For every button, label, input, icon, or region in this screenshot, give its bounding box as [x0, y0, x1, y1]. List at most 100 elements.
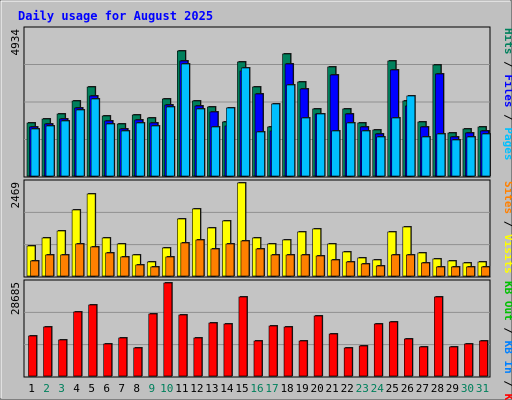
bar-pages-day-26	[406, 95, 416, 177]
bar-pages-day-7	[120, 130, 131, 177]
bar-kbf-day-8-body	[133, 347, 143, 377]
bar-sites-day-28-body	[436, 266, 445, 277]
bar-pages-day-16-body	[256, 131, 265, 177]
panel-middle: 2469 Sites / Visits	[9, 179, 512, 278]
bar-pages-day-14	[226, 107, 236, 177]
bar-pages-day-26-body	[406, 95, 416, 177]
x-tick-label-day-31: 31	[476, 382, 489, 395]
x-tick-label-day-21: 21	[326, 382, 339, 395]
bar-pages-day-20	[316, 113, 326, 177]
bar-pages-day-30	[466, 136, 476, 177]
legend-entry: Sites	[502, 181, 512, 214]
bar-kbf-day-9-body	[148, 313, 158, 377]
bar-pages-day-2-body	[45, 125, 55, 177]
bar-pages-day-15-body	[241, 67, 250, 177]
bar-kbf-day-4-body	[73, 311, 82, 377]
x-axis-day-labels: 1 2 3 4 5 6 7 8 9 10 11 12 13 14 15 16 17 18 19 20 21 22 23 24 2…	[28, 382, 489, 395]
bar-kbf-day-26-body	[404, 338, 413, 377]
bar-pages-day-21	[331, 130, 341, 177]
bar-sites-day-20	[315, 255, 326, 277]
bar-sites-day-17-body	[270, 254, 280, 277]
bar-sites-day-9	[150, 266, 160, 277]
bar-sites-day-21-body	[330, 259, 340, 277]
bar-pages-day-9	[150, 125, 161, 177]
bar-kbf-day-1-body	[28, 335, 37, 377]
bar-kbf-day-20-body	[313, 315, 323, 377]
bar-pages-day-12-body	[196, 108, 205, 177]
bar-kbf-day-25-body	[388, 321, 398, 377]
bar-kbf-day-17	[268, 325, 279, 377]
x-tick-label-day-12: 12	[190, 382, 203, 395]
bar-pages-day-23	[361, 130, 371, 177]
bar-pages-day-22-body	[346, 122, 355, 177]
bar-pages-day-20-body	[316, 113, 325, 177]
x-tick-label-day-26: 26	[401, 382, 414, 395]
bar-pages-day-18	[286, 84, 296, 177]
legend-bottom: KB Out / KB In / KB F	[502, 281, 512, 400]
legend-entry: /	[502, 374, 512, 394]
bar-pages-day-25	[391, 117, 401, 177]
bar-kbf-day-28-body	[434, 296, 443, 377]
bar-sites-day-3-body	[60, 254, 69, 277]
bar-sites-day-31	[481, 266, 491, 277]
bar-pages-day-27	[421, 136, 431, 177]
bar-kbf-day-23	[358, 345, 369, 377]
bar-kbf-day-7	[118, 337, 128, 377]
x-tick-label-day-14: 14	[220, 382, 234, 395]
bar-kbf-day-8	[133, 347, 143, 377]
legend-top: Hits / Files / Pages	[502, 28, 512, 161]
bar-kbf-day-22	[343, 347, 354, 377]
bar-sites-day-20-body	[315, 255, 325, 277]
x-tick-label-day-16: 16	[250, 382, 263, 395]
bar-sites-day-18-body	[285, 254, 295, 277]
x-tick-label-day-8: 8	[133, 382, 140, 395]
bar-kbf-day-1	[28, 335, 38, 377]
bar-sites-day-1	[30, 260, 40, 277]
bar-kbf-day-2	[43, 326, 53, 377]
x-tick-label-day-22: 22	[341, 382, 354, 395]
bar-kbf-day-31-body	[479, 340, 488, 377]
bar-kbf-day-31	[479, 340, 489, 377]
bar-kbf-day-21	[328, 333, 339, 377]
bar-sites-day-30-body	[466, 266, 475, 277]
x-tick-label-day-29: 29	[446, 382, 459, 395]
bar-kbf-day-22-body	[343, 347, 353, 377]
bar-pages-day-23-body	[361, 130, 371, 177]
bar-sites-day-25-body	[390, 254, 400, 277]
bar-pages-day-2	[45, 125, 56, 177]
bar-sites-day-1-body	[30, 260, 39, 277]
x-tick-label-day-9: 9	[148, 382, 155, 395]
x-tick-label-day-13: 13	[205, 382, 218, 395]
bar-kbf-day-5-body	[88, 304, 97, 377]
legend-entry: /	[502, 108, 512, 128]
bar-sites-day-17	[270, 254, 281, 277]
bar-kbf-day-20	[313, 315, 324, 377]
bar-kbf-day-21-body	[328, 333, 338, 377]
legend-entry: KB Out	[502, 281, 512, 321]
bar-kbf-day-11-body	[178, 314, 188, 377]
bar-pages-day-13-body	[211, 126, 220, 177]
bar-pages-day-1	[30, 128, 40, 177]
bar-kbf-day-24-body	[373, 323, 383, 377]
bar-pages-day-24-body	[376, 136, 386, 177]
legend-entry: /	[502, 55, 512, 75]
x-tick-label-day-24: 24	[371, 382, 385, 395]
bar-sites-day-7-body	[120, 256, 129, 277]
bar-pages-day-15	[241, 67, 251, 177]
legend-entry: Files	[502, 74, 512, 107]
bar-kbf-day-28	[434, 296, 444, 377]
y-max-label-bottom: 28685	[9, 282, 22, 315]
bar-kbf-day-19	[298, 340, 309, 377]
bar-sites-day-14-body	[225, 243, 235, 277]
bar-kbf-day-9	[148, 313, 158, 377]
bar-pages-day-17-body	[271, 103, 280, 177]
bar-pages-day-9-body	[150, 125, 160, 177]
bar-pages-day-8-body	[135, 122, 145, 177]
legend-entry: /	[502, 321, 512, 341]
bar-kbf-day-15	[238, 296, 248, 377]
bar-pages-day-18-body	[286, 84, 295, 177]
bar-sites-day-18	[285, 254, 296, 277]
bar-sites-day-11-body	[180, 242, 190, 277]
bar-sites-day-5	[90, 246, 100, 277]
x-tick-label-day-2: 2	[43, 382, 50, 395]
